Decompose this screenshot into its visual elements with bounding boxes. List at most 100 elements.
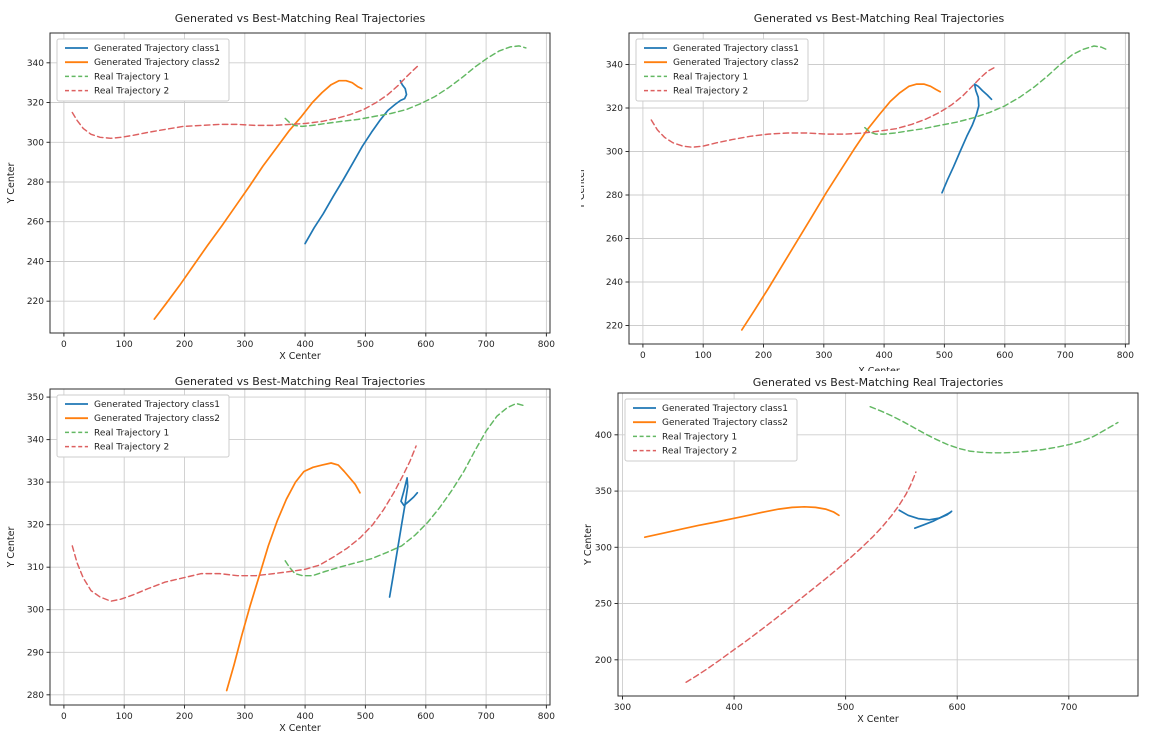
y-tick-label: 280 bbox=[27, 178, 44, 188]
axes-spines bbox=[49, 32, 551, 334]
series-generated-trajectory-class2 bbox=[225, 462, 361, 692]
legend-box bbox=[56, 38, 230, 102]
y-tick-label: 320 bbox=[27, 521, 44, 531]
series-generated-trajectory-class2 bbox=[153, 79, 363, 320]
y-tick-label: 310 bbox=[27, 563, 44, 573]
y-tick-label: 240 bbox=[606, 278, 623, 288]
x-tick-label: 500 bbox=[936, 351, 953, 361]
chart-panel-top-left: 0 100 200 300 400 500 600 700 800 220 240 260 280 300… bbox=[0, 0, 581, 371]
x-tick-label: 0 bbox=[61, 712, 67, 722]
x-tick-label: 300 bbox=[236, 340, 253, 350]
y-tick-label: 300 bbox=[27, 138, 44, 148]
legend-label: Generated Trajectory class1 bbox=[662, 404, 788, 414]
chart-panel-top-right: 0 100 200 300 400 500 600 700 800 220 240 260 280 300… bbox=[581, 0, 1162, 371]
y-tick-label: 300 bbox=[606, 148, 623, 158]
legend: Generated Trajectory class1 Generated Tra… bbox=[56, 394, 230, 458]
legend-box bbox=[56, 394, 230, 458]
legend-label: Generated Trajectory class2 bbox=[94, 414, 220, 424]
chart-panel-bottom-right: 300 400 500 600 700 200 250 300 350 400 Generated … bbox=[581, 371, 1162, 743]
x-tick-label: 200 bbox=[755, 351, 772, 361]
chart-top-left: 0 100 200 300 400 500 600 700 800 220 240 260 280 300… bbox=[0, 0, 581, 371]
x-tick-label: 800 bbox=[538, 340, 555, 350]
x-tick-label: 0 bbox=[61, 340, 67, 350]
chart-bottom-right: 300 400 500 600 700 200 250 300 350 400 Generated … bbox=[581, 371, 1162, 743]
series-generated-trajectory-class1 bbox=[388, 477, 419, 598]
x-axis-label: X Center bbox=[858, 366, 900, 371]
series-real-trajectory-2 bbox=[685, 471, 917, 684]
grid-lines bbox=[50, 389, 550, 705]
y-tick-label: 350 bbox=[595, 487, 612, 497]
legend-label: Generated Trajectory class1 bbox=[94, 44, 220, 54]
legend-label: Real Trajectory 2 bbox=[662, 447, 737, 457]
y-axis-ticks: 200 250 300 350 400 bbox=[595, 431, 618, 666]
x-tick-label: 700 bbox=[478, 712, 495, 722]
legend-label: Generated Trajectory class1 bbox=[673, 44, 799, 54]
x-tick-label: 600 bbox=[949, 703, 966, 713]
series-generated-trajectory-class2 bbox=[643, 505, 840, 539]
chart-title: Generated vs Best-Matching Real Trajecto… bbox=[754, 12, 1005, 25]
y-axis-ticks: 220 240 260 280 300 320 340 bbox=[27, 59, 50, 307]
axes-spines bbox=[617, 392, 1139, 697]
grid-lines bbox=[618, 393, 1138, 696]
legend-label: Real Trajectory 1 bbox=[662, 432, 737, 442]
y-tick-label: 240 bbox=[27, 258, 44, 268]
x-tick-label: 300 bbox=[614, 703, 631, 713]
y-axis-label: Y Center bbox=[581, 168, 587, 210]
legend-label: Generated Trajectory class1 bbox=[94, 400, 220, 410]
series-real-trajectory-2 bbox=[650, 67, 995, 148]
y-tick-label: 350 bbox=[27, 393, 44, 403]
y-tick-label: 280 bbox=[606, 191, 623, 201]
legend: Generated Trajectory class1 Generated Tra… bbox=[635, 38, 809, 102]
x-tick-label: 500 bbox=[357, 340, 374, 350]
x-tick-label: 100 bbox=[116, 712, 133, 722]
x-tick-label: 600 bbox=[417, 340, 434, 350]
x-tick-label: 300 bbox=[815, 351, 832, 361]
x-tick-label: 700 bbox=[1057, 351, 1074, 361]
y-tick-label: 220 bbox=[606, 322, 623, 332]
series-real-trajectory-1 bbox=[869, 405, 1119, 454]
x-tick-label: 800 bbox=[538, 712, 555, 722]
chart-bottom-left: 0 100 200 300 400 500 600 700 800 280 290 300 310 320… bbox=[0, 371, 581, 743]
y-tick-label: 300 bbox=[27, 606, 44, 616]
series-real-trajectory-1 bbox=[284, 45, 527, 128]
x-axis-ticks: 0 100 200 300 400 500 600 700 800 bbox=[61, 333, 555, 350]
legend-label: Real Trajectory 1 bbox=[673, 72, 748, 82]
chart-title: Generated vs Best-Matching Real Trajecto… bbox=[175, 12, 426, 25]
y-tick-label: 260 bbox=[27, 218, 44, 228]
x-tick-label: 600 bbox=[417, 712, 434, 722]
x-tick-label: 100 bbox=[695, 351, 712, 361]
x-tick-label: 500 bbox=[837, 703, 854, 713]
x-axis-ticks: 300 400 500 600 700 bbox=[614, 696, 1078, 713]
y-tick-label: 200 bbox=[595, 656, 612, 666]
y-tick-label: 320 bbox=[27, 99, 44, 109]
legend-box bbox=[635, 38, 809, 102]
y-tick-label: 400 bbox=[595, 431, 612, 441]
legend-label: Real Trajectory 2 bbox=[673, 87, 748, 97]
x-tick-label: 700 bbox=[1060, 703, 1077, 713]
x-axis-label: X Center bbox=[279, 723, 321, 734]
legend: Generated Trajectory class1 Generated Tra… bbox=[624, 398, 798, 462]
legend-label: Generated Trajectory class2 bbox=[673, 58, 799, 68]
chart-title: Generated vs Best-Matching Real Trajecto… bbox=[175, 375, 426, 388]
y-tick-label: 290 bbox=[27, 648, 44, 658]
legend-label: Real Trajectory 1 bbox=[94, 72, 169, 82]
x-axis-label: X Center bbox=[857, 714, 899, 725]
y-tick-label: 330 bbox=[27, 478, 44, 488]
y-tick-label: 280 bbox=[27, 691, 44, 701]
y-axis-label: Y Center bbox=[6, 163, 17, 205]
x-tick-label: 200 bbox=[176, 340, 193, 350]
axes-spines bbox=[49, 388, 551, 706]
series-real-trajectory-2 bbox=[71, 64, 420, 140]
y-tick-label: 320 bbox=[606, 104, 623, 114]
x-tick-label: 100 bbox=[116, 340, 133, 350]
legend-box bbox=[624, 398, 798, 462]
series-generated-trajectory-class1 bbox=[913, 511, 952, 530]
x-tick-label: 600 bbox=[996, 351, 1013, 361]
x-tick-label: 800 bbox=[1117, 351, 1134, 361]
x-tick-label: 200 bbox=[176, 712, 193, 722]
y-axis-label: Y Center bbox=[6, 527, 17, 569]
y-tick-label: 260 bbox=[606, 235, 623, 245]
y-tick-label: 340 bbox=[27, 436, 44, 446]
series-real-trajectory-1 bbox=[284, 402, 525, 577]
